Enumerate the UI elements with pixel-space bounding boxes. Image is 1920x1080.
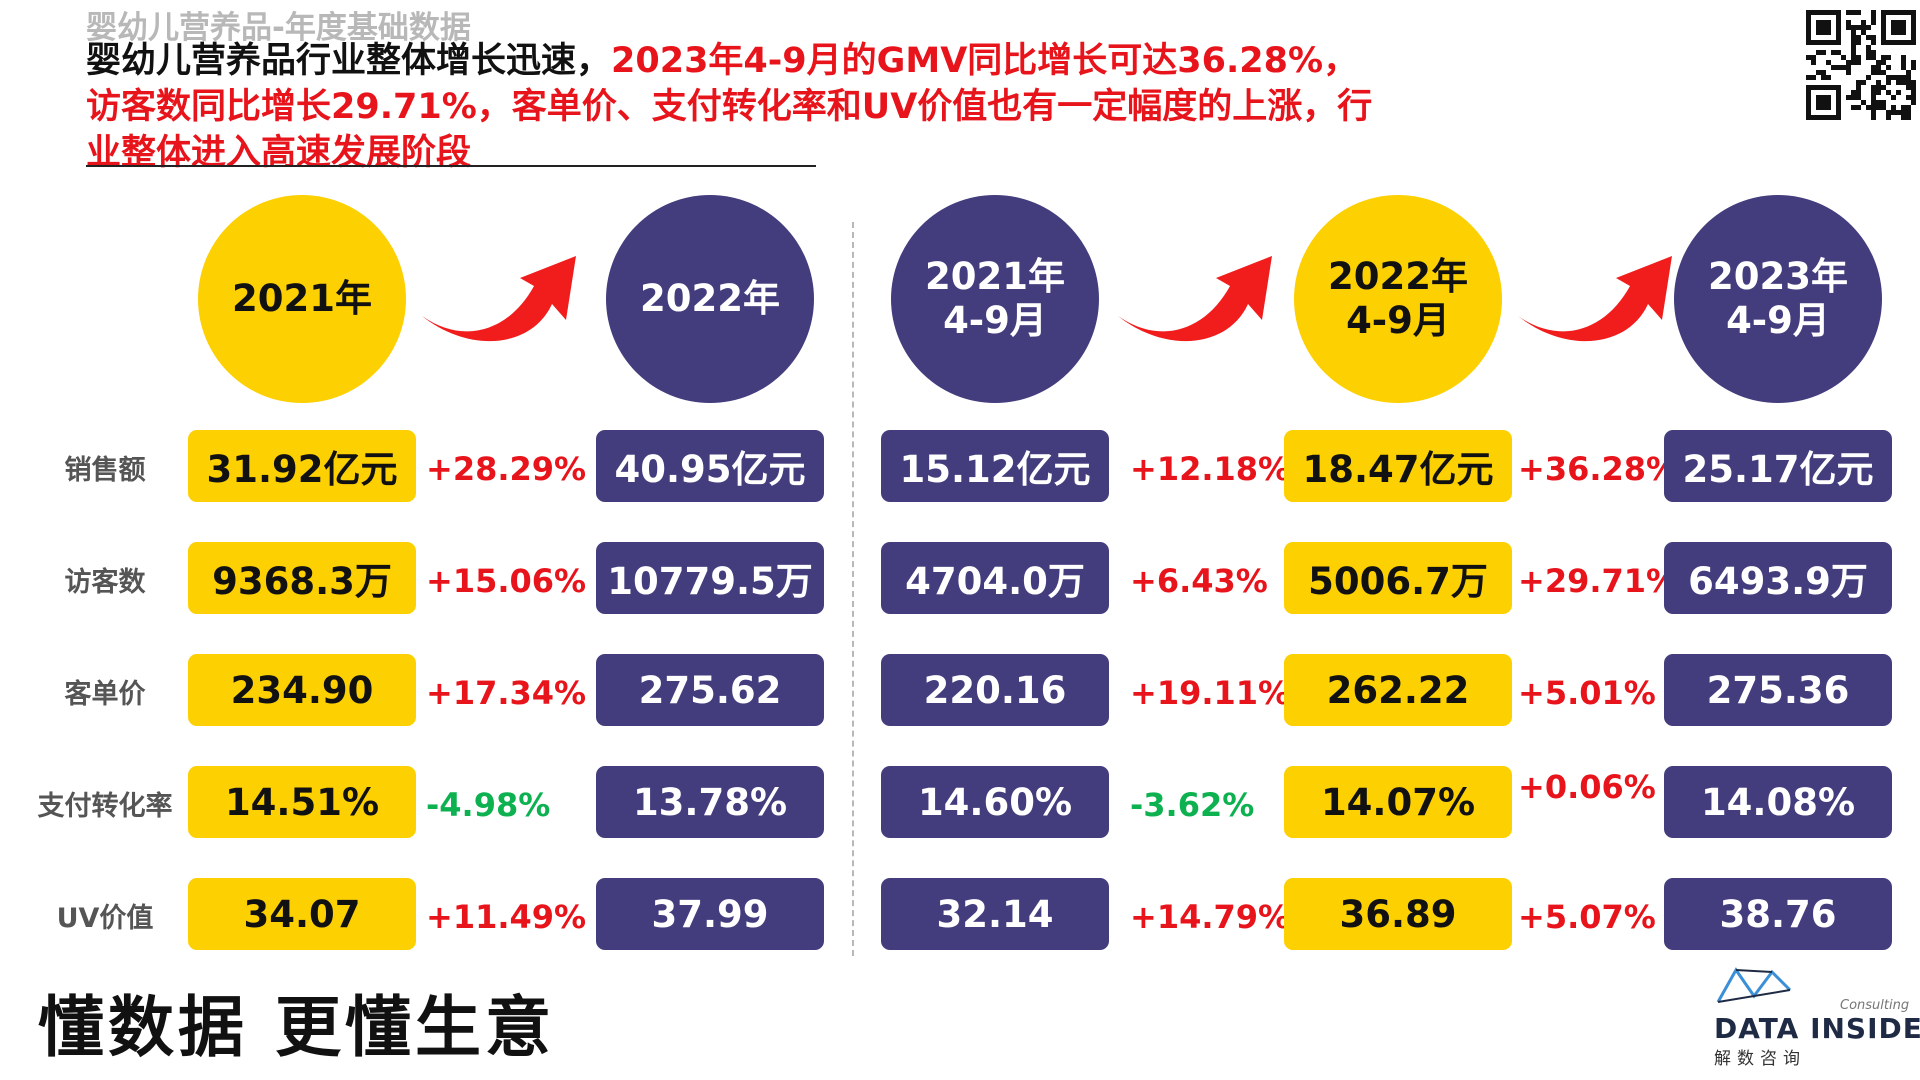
period-sublabel: 4-9月 — [1346, 299, 1450, 342]
value-box: 262.22 — [1284, 654, 1512, 726]
value-box: 275.62 — [596, 654, 824, 726]
value-box: 31.92亿元 — [188, 430, 416, 502]
value-box: 40.95亿元 — [596, 430, 824, 502]
value-box: 220.16 — [881, 654, 1109, 726]
logo-consulting: Consulting — [1840, 998, 1910, 1013]
headline-black: 婴幼儿营养品行业整体增长迅速， — [86, 41, 612, 81]
change-percent: +28.29% — [426, 450, 587, 488]
curved-arrow-icon — [1118, 256, 1272, 342]
page-subtitle: 婴幼儿营养品-年度基础数据 — [86, 10, 471, 46]
value-box: 18.47亿元 — [1284, 430, 1512, 502]
headline-red: 2023年4-9月的GMV同比增长可达36.28%，访客数同比增长29.71%，… — [86, 41, 1373, 173]
curved-arrow-icon — [422, 256, 576, 342]
change-percent: +11.49% — [426, 898, 587, 936]
logo-name: DATA INSIDER — [1714, 1012, 1920, 1045]
value-box: 9368.3万 — [188, 542, 416, 614]
value-box: 38.76 — [1664, 878, 1892, 950]
change-percent: +5.01% — [1518, 674, 1656, 712]
curved-arrow-icon — [1518, 256, 1672, 342]
period-circle-2023-apr-sep: 2023年 4-9月 — [1674, 195, 1882, 403]
value-box: 14.07% — [1284, 766, 1512, 838]
change-percent: +36.28% — [1518, 450, 1679, 488]
value-box: 10779.5万 — [596, 542, 824, 614]
period-label: 2023年 — [1708, 255, 1848, 298]
change-percent: +6.43% — [1130, 562, 1268, 600]
value-box: 275.36 — [1664, 654, 1892, 726]
value-box: 5006.7万 — [1284, 542, 1512, 614]
period-circle-2021-apr-sep: 2021年 4-9月 — [891, 195, 1099, 403]
value-box: 234.90 — [188, 654, 416, 726]
metric-label-uv-value: UV价值 — [56, 903, 154, 934]
value-box: 14.51% — [188, 766, 416, 838]
section-divider — [852, 222, 854, 956]
period-label: 2022年 — [1328, 255, 1468, 298]
headline: 婴幼儿营养品行业整体增长迅速，2023年4-9月的GMV同比增长可达36.28%… — [86, 38, 1386, 176]
change-percent: +29.71% — [1518, 562, 1679, 600]
data-insider-logo-icon — [1716, 967, 1792, 1003]
value-box: 14.08% — [1664, 766, 1892, 838]
change-percent: -3.62% — [1130, 786, 1255, 824]
value-box: 32.14 — [881, 878, 1109, 950]
headline-underline — [86, 165, 816, 167]
value-box: 13.78% — [596, 766, 824, 838]
metric-label-avg-order: 客单价 — [64, 679, 146, 710]
change-percent: +17.34% — [426, 674, 587, 712]
metric-label-visitors: 访客数 — [64, 567, 146, 598]
metric-label-sales: 销售额 — [64, 455, 146, 486]
change-percent: +15.06% — [426, 562, 587, 600]
logo-chinese-name: 解数咨询 — [1714, 1049, 1806, 1069]
change-percent: -4.98% — [426, 786, 551, 824]
change-percent: +0.06% — [1518, 768, 1656, 806]
period-circle-2021: 2021年 — [198, 195, 406, 403]
period-sublabel: 4-9月 — [1726, 299, 1830, 342]
metric-label-conversion: 支付转化率 — [37, 791, 173, 822]
value-box: 14.60% — [881, 766, 1109, 838]
value-box: 34.07 — [188, 878, 416, 950]
value-box: 36.89 — [1284, 878, 1512, 950]
change-percent: +19.11% — [1130, 674, 1291, 712]
change-percent: +12.18% — [1130, 450, 1291, 488]
value-box: 15.12亿元 — [881, 430, 1109, 502]
period-circle-2022: 2022年 — [606, 195, 814, 403]
change-percent: +14.79% — [1130, 898, 1291, 936]
value-box: 6493.9万 — [1664, 542, 1892, 614]
period-circle-2022-apr-sep: 2022年 4-9月 — [1294, 195, 1502, 403]
period-label: 2021年 — [925, 255, 1065, 298]
change-percent: +5.07% — [1518, 898, 1656, 936]
value-box: 25.17亿元 — [1664, 430, 1892, 502]
period-label: 2021年 — [232, 277, 372, 320]
slogan: 懂数据 更懂生意 — [38, 988, 555, 1066]
qr-code-icon — [1806, 10, 1916, 120]
period-sublabel: 4-9月 — [943, 299, 1047, 342]
period-label: 2022年 — [640, 277, 780, 320]
value-box: 4704.0万 — [881, 542, 1109, 614]
value-box: 37.99 — [596, 878, 824, 950]
